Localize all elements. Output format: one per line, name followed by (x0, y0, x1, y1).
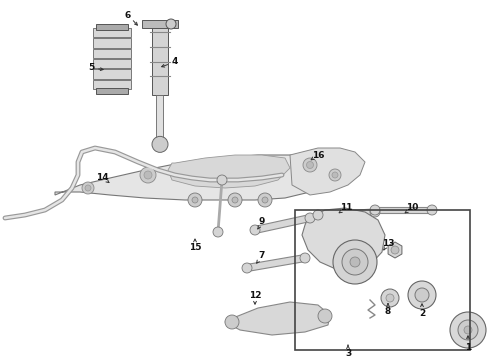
Circle shape (232, 197, 238, 203)
Circle shape (82, 182, 94, 194)
Bar (156, 95, 163, 139)
Circle shape (305, 213, 315, 223)
Circle shape (464, 326, 472, 334)
Bar (93, 59, 131, 68)
Circle shape (391, 246, 399, 254)
Text: 5: 5 (88, 63, 94, 72)
Circle shape (262, 197, 268, 203)
Circle shape (242, 263, 252, 273)
Text: 7: 7 (259, 252, 265, 261)
Circle shape (333, 240, 377, 284)
Circle shape (188, 193, 202, 207)
Circle shape (300, 253, 310, 263)
Circle shape (166, 19, 176, 29)
Text: 3: 3 (345, 348, 351, 357)
Text: 2: 2 (419, 309, 425, 318)
Polygon shape (246, 255, 306, 271)
Circle shape (140, 167, 156, 183)
Bar (295, 210, 470, 350)
Text: 14: 14 (96, 172, 108, 181)
Text: 15: 15 (189, 243, 201, 252)
Bar (93, 38, 131, 48)
Circle shape (192, 197, 198, 203)
Circle shape (370, 205, 380, 215)
Circle shape (213, 227, 223, 237)
Bar (152, 28, 168, 95)
Text: 6: 6 (125, 10, 131, 19)
Text: 10: 10 (406, 203, 418, 212)
Circle shape (386, 294, 394, 302)
Circle shape (303, 158, 317, 172)
Circle shape (427, 205, 437, 215)
Polygon shape (168, 155, 290, 188)
Circle shape (144, 171, 152, 179)
Bar (96, 24, 128, 30)
Text: 16: 16 (312, 150, 324, 159)
Polygon shape (55, 155, 340, 200)
Circle shape (228, 193, 242, 207)
Circle shape (258, 193, 272, 207)
Polygon shape (254, 215, 311, 233)
Circle shape (250, 225, 260, 235)
Circle shape (225, 315, 239, 329)
Polygon shape (290, 148, 365, 195)
Circle shape (381, 289, 399, 307)
Text: 4: 4 (172, 58, 178, 67)
Circle shape (408, 281, 436, 309)
Circle shape (313, 210, 323, 220)
Text: 9: 9 (259, 217, 265, 226)
Polygon shape (225, 302, 330, 335)
Bar (93, 80, 131, 89)
Circle shape (350, 257, 360, 267)
Circle shape (307, 162, 314, 168)
Text: 8: 8 (385, 307, 391, 316)
Circle shape (152, 136, 168, 152)
Bar (93, 49, 131, 58)
Circle shape (332, 172, 338, 178)
Circle shape (329, 169, 341, 181)
Polygon shape (318, 209, 375, 218)
Bar (93, 28, 131, 37)
Polygon shape (302, 208, 385, 272)
Circle shape (370, 207, 380, 217)
Circle shape (450, 312, 486, 348)
Circle shape (415, 288, 429, 302)
Text: 11: 11 (340, 203, 352, 212)
Text: 13: 13 (382, 238, 394, 248)
Polygon shape (375, 207, 432, 213)
Bar (93, 69, 131, 78)
Circle shape (217, 175, 227, 185)
Circle shape (342, 249, 368, 275)
Circle shape (458, 320, 478, 340)
Circle shape (318, 309, 332, 323)
Bar (96, 88, 128, 94)
Bar (142, 20, 178, 28)
Text: 1: 1 (465, 342, 471, 351)
Circle shape (85, 185, 91, 191)
Text: 12: 12 (249, 291, 261, 300)
